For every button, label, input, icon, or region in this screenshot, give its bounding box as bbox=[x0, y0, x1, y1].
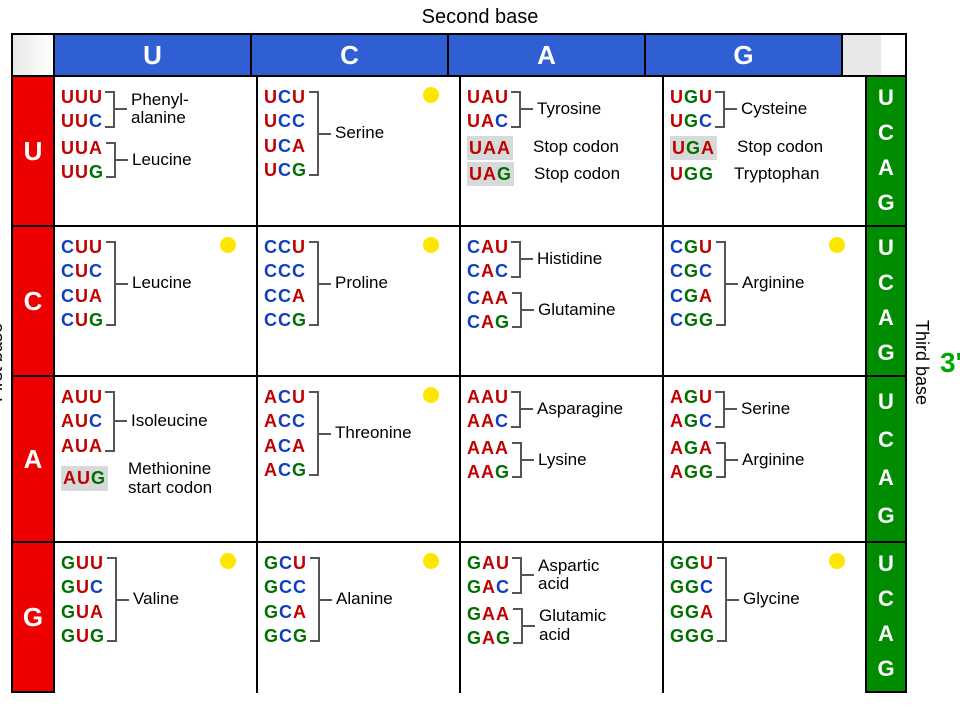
col-header: C bbox=[252, 35, 449, 75]
third-base-header: UCAG bbox=[867, 75, 905, 225]
amino-acid-label: Phenyl-alanine bbox=[131, 91, 189, 128]
codon-table-wrapper: Second base 5' First base U C A G UUUUUU… bbox=[0, 0, 960, 693]
codon-cell: AUUAUCAUAIsoleucineAUGMethioninestart co… bbox=[55, 375, 258, 543]
codon-cell: UCUUCCUCAUCGSerine bbox=[258, 75, 461, 227]
col-header: G bbox=[646, 35, 843, 75]
header-row: U C A G bbox=[13, 35, 905, 75]
first-base-title: First base bbox=[0, 323, 11, 402]
codon-cell: UAUUACTyrosineUAAStop codonUAGStop codon bbox=[461, 75, 664, 227]
dot-marker bbox=[829, 553, 845, 569]
dot-marker bbox=[220, 237, 236, 253]
third-base-header: UCAG bbox=[867, 541, 905, 691]
codon-cell: GGUGGCGGAGGGGlycine bbox=[664, 541, 867, 693]
amino-acid-label: Proline bbox=[335, 274, 388, 293]
amino-acid-label: Arginine bbox=[742, 274, 804, 293]
amino-acid-label: Threonine bbox=[335, 424, 412, 443]
corner-tl bbox=[13, 35, 55, 75]
codon-cell: CCUCCCCCACCGProline bbox=[258, 225, 461, 377]
amino-acid-label: Valine bbox=[133, 590, 179, 609]
dot-marker bbox=[220, 553, 236, 569]
row-header: C bbox=[13, 225, 55, 375]
amino-acid-label: Stop codon bbox=[533, 138, 619, 157]
amino-acid-label: Isoleucine bbox=[131, 412, 208, 431]
amino-acid-label: Asparagine bbox=[537, 400, 623, 419]
codon-cell: CGUCGCCGACGGArginine bbox=[664, 225, 867, 377]
codon-cell: GCUGCCGCAGCGAlanine bbox=[258, 541, 461, 693]
dot-marker bbox=[423, 387, 439, 403]
amino-acid-label: Glutamicacid bbox=[539, 607, 606, 644]
amino-acid-label: Glutamine bbox=[538, 301, 615, 320]
second-base-title: Second base bbox=[422, 6, 539, 29]
codon-cell: ACUACCACAACGThreonine bbox=[258, 375, 461, 543]
amino-acid-label: Histidine bbox=[537, 250, 602, 269]
third-base-header: UCAG bbox=[867, 375, 905, 541]
codon-cell: UGUUGCCysteineUGAStop codonUGGTryptophan bbox=[664, 75, 867, 227]
codon-cell: CAUCACHistidineCAACAGGlutamine bbox=[461, 225, 664, 377]
third-base-title: Third base bbox=[907, 320, 936, 405]
codon-cell: UUUUUCPhenyl-alanineUUAUUGLeucine bbox=[55, 75, 258, 227]
dot-marker bbox=[423, 87, 439, 103]
row-header: U bbox=[13, 75, 55, 225]
row-header: G bbox=[13, 541, 55, 691]
three-prime-label: 3' bbox=[936, 347, 960, 379]
main-row: 5' First base U C A G UUUUUUCPhenyl-alan… bbox=[0, 33, 960, 693]
codon-cell: GAUGACAsparticacidGAAGAGGlutamicacid bbox=[461, 541, 664, 693]
amino-acid-label: Tryptophan bbox=[734, 165, 819, 184]
amino-acid-label: Serine bbox=[741, 400, 790, 419]
row-header: A bbox=[13, 375, 55, 541]
amino-acid-label: Arginine bbox=[742, 451, 804, 470]
table-body: UUUUUUCPhenyl-alanineUUAUUGLeucineUCUUCC… bbox=[13, 75, 905, 691]
codon-table: U C A G UUUUUUCPhenyl-alanineUUAUUGLeuci… bbox=[11, 33, 907, 693]
dot-marker bbox=[423, 237, 439, 253]
amino-acid-label: Stop codon bbox=[737, 138, 823, 157]
third-base-header: UCAG bbox=[867, 225, 905, 375]
codon-cell: CUUCUCCUACUGLeucine bbox=[55, 225, 258, 377]
amino-acid-label: Leucine bbox=[132, 274, 192, 293]
codon-cell: GUUGUCGUAGUGValine bbox=[55, 541, 258, 693]
amino-acid-label: Methioninestart codon bbox=[128, 460, 212, 497]
amino-acid-label: Asparticacid bbox=[538, 557, 599, 594]
amino-acid-label: Glycine bbox=[743, 590, 800, 609]
dot-marker bbox=[423, 553, 439, 569]
amino-acid-label: Serine bbox=[335, 124, 384, 143]
col-header: U bbox=[55, 35, 252, 75]
corner-tr bbox=[843, 35, 881, 75]
codon-cell: AAUAACAsparagineAAAAAGLysine bbox=[461, 375, 664, 543]
amino-acid-label: Lysine bbox=[538, 451, 587, 470]
amino-acid-label: Stop codon bbox=[534, 165, 620, 184]
amino-acid-label: Cysteine bbox=[741, 100, 807, 119]
dot-marker bbox=[829, 237, 845, 253]
amino-acid-label: Tyrosine bbox=[537, 100, 601, 119]
col-header: A bbox=[449, 35, 646, 75]
codon-cell: AGUAGCSerineAGAAGGArginine bbox=[664, 375, 867, 543]
amino-acid-label: Alanine bbox=[336, 590, 393, 609]
amino-acid-label: Leucine bbox=[132, 151, 192, 170]
